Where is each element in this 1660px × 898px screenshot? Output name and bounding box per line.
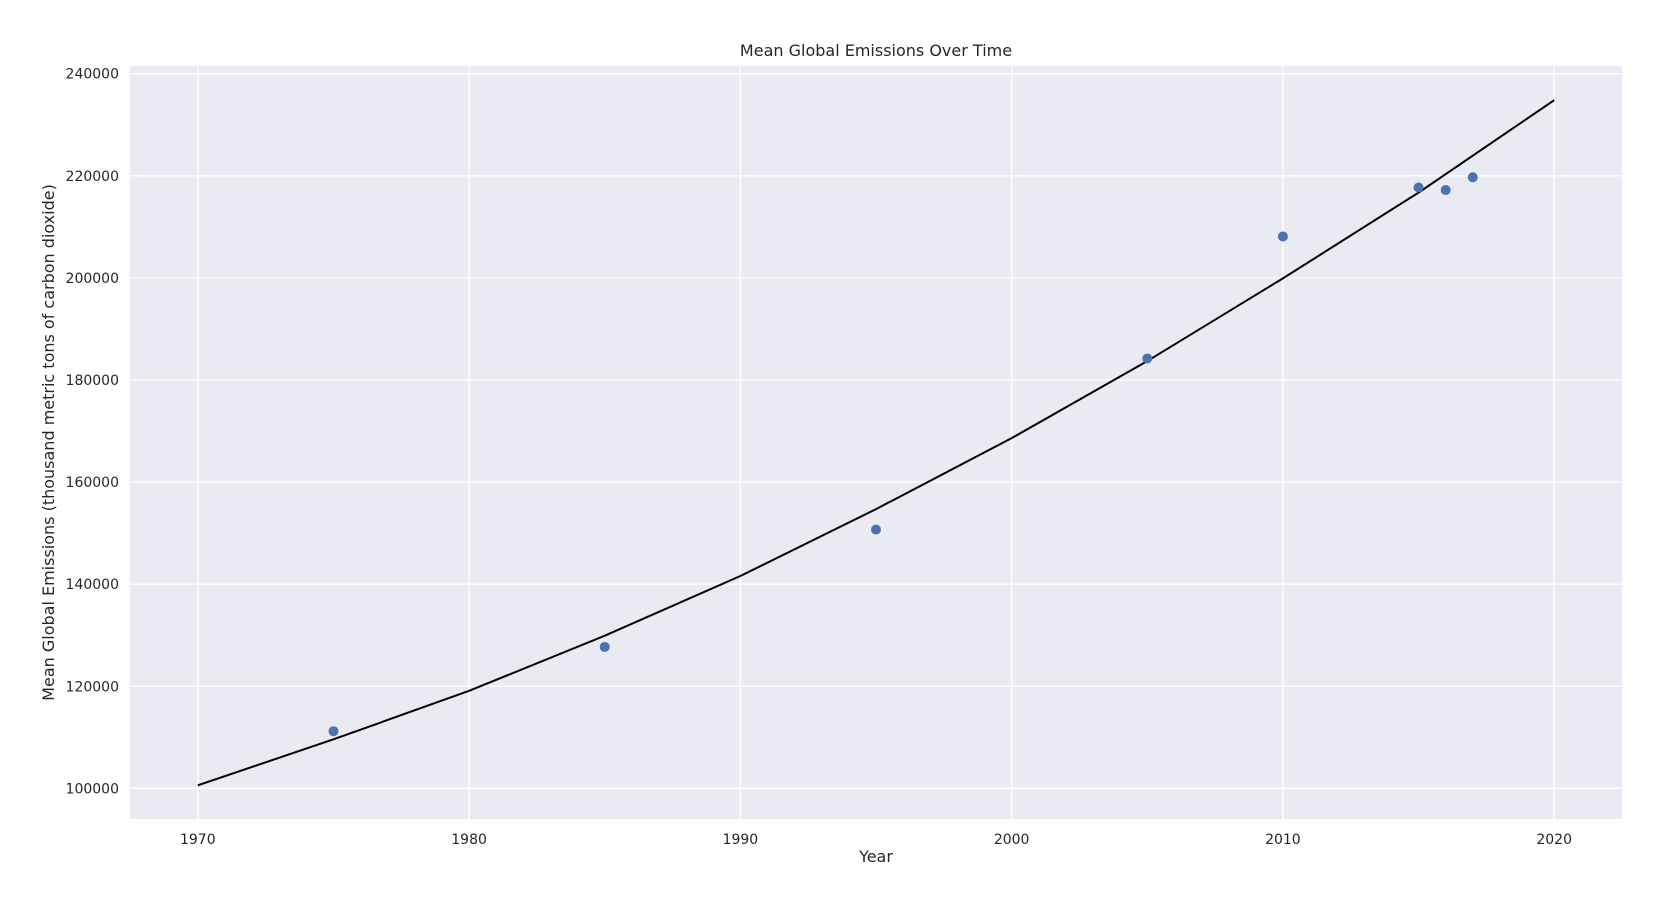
y-tick-label: 160000	[66, 475, 119, 491]
data-point	[1440, 185, 1451, 196]
tick-labels: 1970 1980 1990 2000 2010 2020 100000 120000 1400…	[66, 67, 1572, 848]
y-tick-label: 220000	[66, 169, 119, 185]
x-tick-label: 1980	[451, 832, 487, 848]
x-tick-label: 1970	[180, 832, 216, 848]
data-point	[1467, 172, 1478, 183]
chart-title: Mean Global Emissions Over Time	[740, 41, 1012, 60]
y-tick-label: 180000	[66, 373, 119, 389]
y-tick-label: 120000	[66, 679, 119, 695]
grid	[130, 66, 1622, 819]
x-tick-label: 2020	[1536, 832, 1572, 848]
y-tick-label: 100000	[66, 781, 119, 797]
data-point	[328, 726, 339, 737]
data-point	[1142, 353, 1153, 364]
y-tick-label: 200000	[66, 271, 119, 287]
x-tick-label: 2000	[994, 832, 1030, 848]
x-axis-label: Year	[858, 847, 893, 866]
y-axis-label: Mean Global Emissions (thousand metric t…	[39, 184, 58, 701]
data-point	[871, 524, 881, 535]
data-point	[1277, 231, 1288, 242]
y-tick-label: 240000	[66, 67, 119, 83]
y-tick-label: 140000	[66, 577, 119, 593]
data-point	[599, 641, 610, 652]
scatter-points	[328, 172, 1478, 737]
x-tick-label: 1990	[723, 832, 759, 848]
data-point	[1413, 182, 1424, 193]
fit-line	[197, 99, 1555, 787]
x-tick-label: 2010	[1265, 832, 1301, 848]
fit-line-layer	[197, 99, 1555, 787]
plot-area	[130, 66, 1622, 819]
